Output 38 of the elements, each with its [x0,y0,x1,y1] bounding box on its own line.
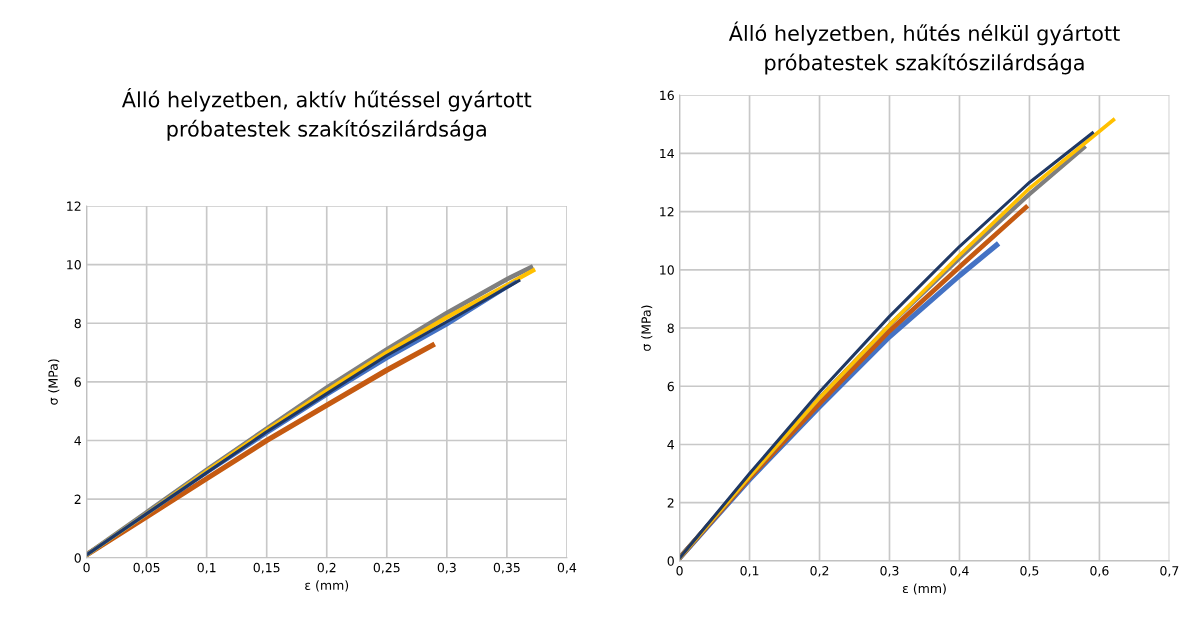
x-tick-label: 0,2 [810,565,829,577]
x-tick-label: 0,7 [1160,565,1179,577]
y-tick-label: 8 [667,323,674,333]
x-tick-label: 0,15 [253,562,280,574]
y-tick-label: 8 [74,318,81,329]
chart-title: Álló helyzetben, aktív hűtéssel gyártott próbatestek szakítószilárdsága [121,87,532,141]
y-axis-title: σ (MPa) [48,359,60,405]
y-tick-label: 12 [660,207,674,217]
y-axis-title: σ (MPa) [641,305,653,351]
y-tick-label: 6 [667,381,674,392]
x-tick-label: 0,3 [437,562,456,574]
y-tick-label: 0 [74,553,81,563]
chart-title: Álló helyzetben, hűtés nélkül gyártott próbatestek szakítószilárdsága [728,21,1120,75]
x-tick-label: 0,4 [950,565,969,577]
x-tick-label: 0 [83,562,90,573]
y-tick-label: 4 [74,436,82,446]
y-tick-label: 6 [74,377,81,387]
y-tick-label: 10 [67,260,81,270]
x-tick-label: 0,2 [317,562,336,574]
x-tick-label: 0,1 [740,565,759,577]
y-tick-label: 2 [74,494,81,504]
x-tick-label: 0,5 [1020,565,1039,577]
x-tick-label: 0,35 [493,562,520,574]
y-tick-label: 12 [67,201,81,211]
y-tick-label: 4 [667,440,675,450]
y-tick-label: 16 [660,90,674,101]
y-tick-label: 10 [660,265,674,275]
x-tick-label: 0,1 [197,562,216,574]
x-tick-label: 0 [676,565,683,576]
x-tick-label: 0,3 [880,565,899,577]
x-axis-title: ε (mm) [305,580,349,592]
y-tick-label: 14 [660,149,675,159]
x-tick-label: 0,6 [1090,565,1109,577]
x-tick-label: 0,25 [373,562,400,574]
x-tick-label: 0,4 [557,562,577,574]
y-tick-label: 2 [667,498,674,508]
x-axis-title: ε (mm) [902,583,946,595]
x-tick-label: 0,05 [133,562,160,574]
